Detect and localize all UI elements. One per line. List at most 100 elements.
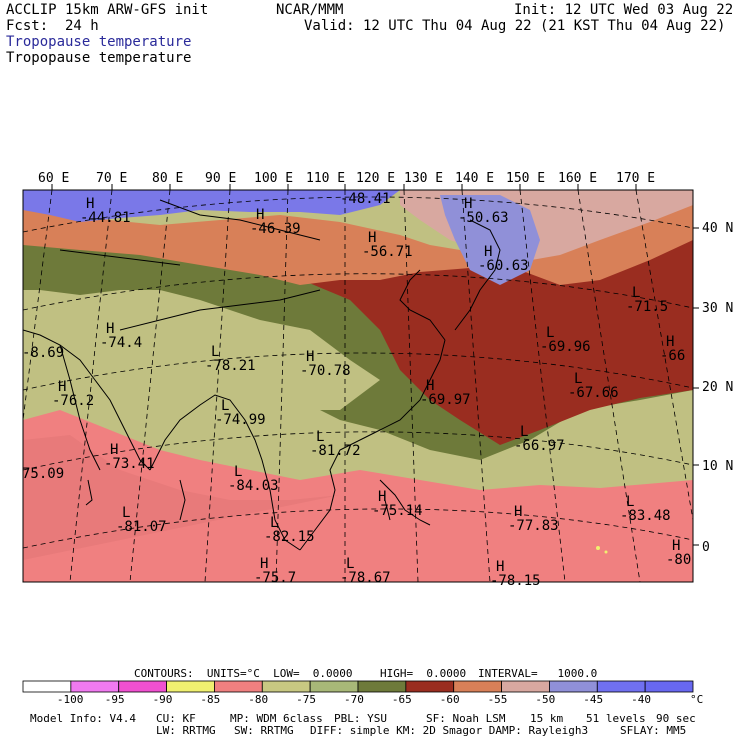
longitude-label: 140 E — [455, 171, 495, 186]
high-marker: H — [464, 196, 472, 212]
high-marker: H — [58, 379, 66, 395]
colorbar-label: -95 — [104, 693, 125, 706]
contour-value-label: 75.09 — [22, 466, 64, 482]
latitude-label: 40 N — [702, 221, 734, 236]
periwinkle-band — [440, 195, 540, 285]
colorbar-swatches — [22, 680, 694, 693]
pink-band — [23, 410, 693, 582]
low-marker: L — [632, 285, 640, 301]
longitude-label: 70 E — [96, 171, 128, 186]
map-frame — [22, 189, 694, 583]
pink-band-west — [23, 435, 340, 560]
high-marker: H — [110, 442, 118, 458]
model-title: ACCLIP 15km ARW-GFS init — [6, 2, 209, 18]
model-info-diff: DIFF: simple KM: 2D Smagor DAMP: Rayleig… — [310, 724, 589, 737]
longitude-label: 90 E — [205, 171, 237, 186]
longitude-label: 120 E — [356, 171, 396, 186]
contour-value-label: -73.41 — [104, 456, 155, 472]
high-marker: H — [496, 559, 504, 575]
shaded-field — [23, 190, 693, 582]
colorbar-swatch — [309, 680, 359, 693]
low-marker: L — [221, 398, 229, 414]
contour-value-label: -84.03 — [228, 478, 279, 494]
colorbar-label: -85 — [200, 693, 221, 706]
contour-value-label: -82.15 — [264, 529, 315, 545]
contour-value-label: -81.07 — [116, 519, 167, 535]
longitude-label: 100 E — [254, 171, 294, 186]
low-marker: L — [316, 429, 324, 445]
latitude-label: 20 N — [702, 380, 734, 395]
contour-value-label: -69.96 — [540, 339, 591, 355]
low-marker: L — [270, 515, 278, 531]
contour-annotations: H-44.81 H-46.39-48.41 H-50.63H-56.71 H-60.6… — [22, 191, 691, 589]
contour-value-label: -83.48 — [620, 508, 671, 524]
high-marker: H — [426, 378, 434, 394]
valid-time: Valid: 12 UTC Thu 04 Aug 22 (21 KST Thu … — [304, 18, 726, 34]
contour-value-label: -48.41 — [340, 191, 391, 207]
field-title-contour: Tropopause temperature — [6, 50, 192, 66]
colorbar-label: -45 — [583, 693, 604, 706]
contour-value-label: -50.63 — [458, 210, 509, 226]
longitude-label: 160 E — [558, 171, 598, 186]
model-info-version: Model Info: V4.4 — [30, 712, 136, 725]
contour-value-label: -67.66 — [568, 385, 619, 401]
model-info-resolution: 15 km — [530, 712, 564, 725]
colorbar-swatch — [644, 680, 694, 693]
colorbar-swatch — [22, 680, 72, 693]
organization-label: NCAR/MMM — [276, 2, 344, 18]
colorbar-swatch — [549, 680, 598, 693]
yellow-speck — [596, 546, 600, 550]
longitude-label: 170 E — [616, 171, 656, 186]
longitude-label: 110 E — [306, 171, 346, 186]
model-info-timestep: 90 sec — [656, 712, 696, 725]
high-marker: H — [306, 349, 314, 365]
contour-value-label: -78.15 — [490, 573, 541, 589]
colorbar-label: -55 — [487, 693, 508, 706]
high-info: HIGH= 0.0000 — [380, 667, 467, 680]
colorbar-label: -60 — [439, 693, 460, 706]
low-marker: L — [546, 325, 554, 341]
contour-value-label: -44.81 — [80, 210, 131, 226]
init-time: Init: 12 UTC Wed 03 Aug 22 — [514, 2, 734, 18]
model-info-levels: 51 levels — [586, 712, 646, 725]
model-info-pbl: PBL: YSU — [334, 712, 387, 725]
colorbar-unit: °C — [690, 693, 704, 706]
high-marker: H — [86, 196, 94, 212]
high-marker: H — [260, 556, 268, 572]
high-marker: H — [368, 230, 376, 246]
field-title-shaded: Tropopause temperature — [6, 34, 192, 50]
contour-value-label: -77.83 — [508, 518, 559, 534]
high-marker: H — [666, 334, 674, 350]
model-info-sw: SW: RRTMG — [234, 724, 294, 737]
low-marker: L — [574, 371, 582, 387]
colorbar-label: -65 — [391, 693, 412, 706]
colorbar-label: -100 — [56, 693, 84, 706]
high-marker: H — [672, 538, 680, 554]
colorbar — [22, 680, 694, 693]
model-info-sf: SF: Noah LSM — [426, 712, 506, 725]
low-marker: L — [520, 424, 528, 440]
high-marker: H — [484, 244, 492, 260]
colorbar-swatch — [261, 680, 311, 693]
low-marker: L — [626, 494, 634, 510]
colorbar-label: -80 — [248, 693, 269, 706]
colorbar-swatch — [70, 680, 120, 693]
contour-value-label: -74.4 — [100, 335, 142, 351]
colorbar-label: -40 — [631, 693, 652, 706]
contour-value-label: -60.63 — [478, 258, 529, 274]
interval-info: INTERVAL= 1000.0 — [478, 667, 598, 680]
low-marker: L — [122, 505, 130, 521]
colorbar-swatch — [214, 680, 263, 693]
low-marker: L — [211, 344, 219, 360]
colorbar-label: -50 — [535, 693, 556, 706]
contour-value-label: -69.97 — [420, 392, 471, 408]
longitude-label: 150 E — [506, 171, 546, 186]
colorbar-swatch — [118, 680, 167, 693]
model-info-sflay: SFLAY: MM5 — [620, 724, 687, 737]
contour-value-label: -71.5 — [626, 299, 668, 315]
contour-value-label: -70.78 — [300, 363, 351, 379]
low-marker: L — [234, 464, 242, 480]
khaki-tibet — [200, 300, 380, 410]
colorbar-swatch — [405, 680, 455, 693]
